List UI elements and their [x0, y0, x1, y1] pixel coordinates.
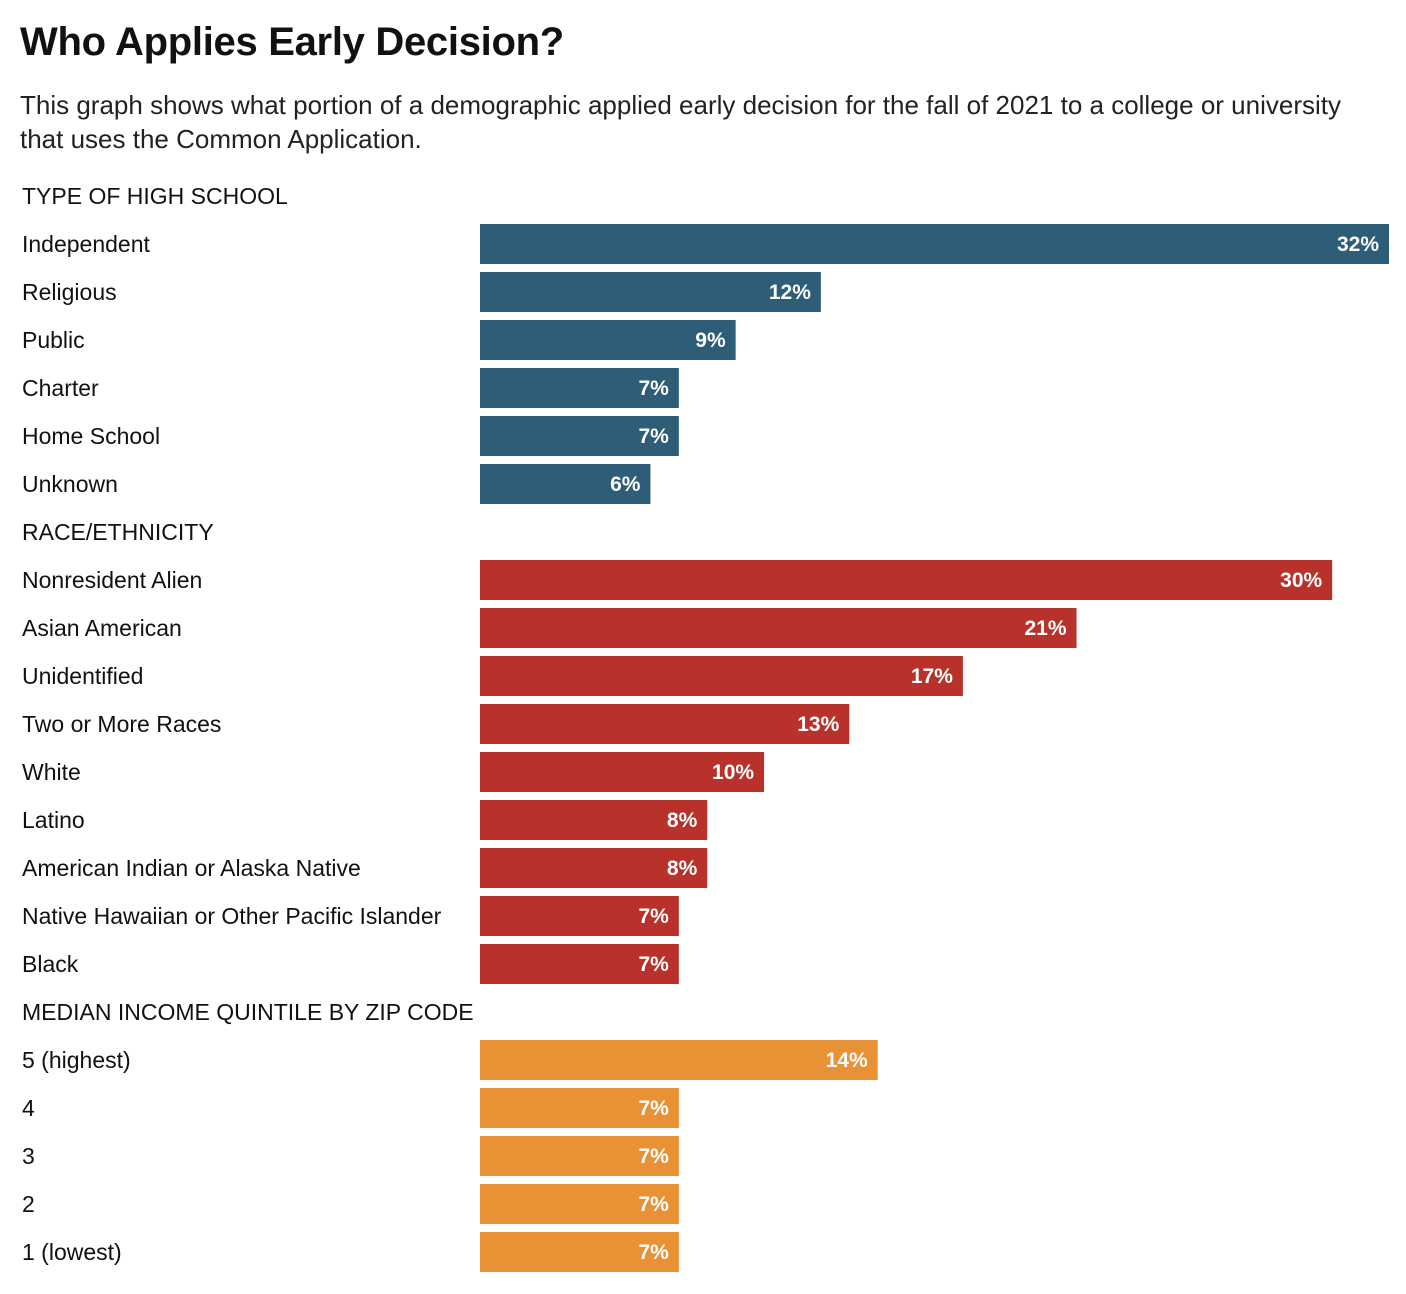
- bar: [480, 800, 708, 840]
- data-label: 7%: [638, 1241, 669, 1264]
- data-label: 7%: [638, 1145, 669, 1168]
- bar: [480, 320, 736, 360]
- bar: [480, 416, 679, 456]
- bar: [480, 1040, 878, 1080]
- category-label: Asian American: [22, 615, 182, 641]
- bar: [480, 848, 708, 888]
- bar: [480, 1136, 679, 1176]
- category-label: 4: [22, 1095, 35, 1121]
- data-label: 8%: [667, 809, 698, 832]
- category-label: Nonresident Alien: [22, 567, 202, 593]
- data-label: 17%: [911, 665, 953, 688]
- data-label: 12%: [769, 281, 811, 304]
- category-label: 1 (lowest): [22, 1239, 122, 1265]
- bar: [480, 1184, 679, 1224]
- bar: [480, 944, 679, 984]
- category-label: Religious: [22, 279, 117, 305]
- group-label: TYPE OF HIGH SCHOOL: [22, 183, 288, 209]
- category-label: Unknown: [22, 471, 118, 497]
- bar: [480, 704, 850, 744]
- bar: [480, 656, 963, 696]
- category-label: Latino: [22, 807, 85, 833]
- group-label: MEDIAN INCOME QUINTILE BY ZIP CODE: [22, 999, 474, 1025]
- data-label: 13%: [797, 713, 839, 736]
- category-label: 2: [22, 1191, 35, 1217]
- category-label: Native Hawaiian or Other Pacific Islande…: [22, 903, 442, 929]
- bar: [480, 752, 765, 792]
- category-label: Public: [22, 327, 85, 353]
- bar: [480, 896, 679, 936]
- data-label: 32%: [1337, 233, 1379, 256]
- data-label: 7%: [638, 1097, 669, 1120]
- bar: [480, 272, 821, 312]
- category-label: Unidentified: [22, 663, 143, 689]
- data-label: 7%: [638, 425, 669, 448]
- category-label: 3: [22, 1143, 35, 1169]
- bar: [480, 1088, 679, 1128]
- data-label: 8%: [667, 857, 698, 880]
- data-label: 21%: [1025, 617, 1067, 640]
- data-label: 7%: [638, 905, 669, 928]
- bar: [480, 1232, 679, 1272]
- data-label: 14%: [826, 1049, 868, 1072]
- category-label: Black: [22, 951, 79, 977]
- bar: [480, 368, 679, 408]
- category-label: Two or More Races: [22, 711, 221, 737]
- bar: [480, 224, 1389, 264]
- group-label: RACE/ETHNICITY: [22, 519, 214, 545]
- category-label: Home School: [22, 423, 160, 449]
- category-label: 5 (highest): [22, 1047, 131, 1073]
- bar: [480, 608, 1077, 648]
- chart-title: Who Applies Early Decision?: [20, 20, 564, 64]
- category-label: American Indian or Alaska Native: [22, 855, 361, 881]
- data-label: 7%: [638, 377, 669, 400]
- bar: [480, 464, 651, 504]
- bar: [480, 560, 1333, 600]
- data-label: 7%: [638, 1193, 669, 1216]
- category-label: Independent: [22, 231, 151, 257]
- category-label: Charter: [22, 375, 99, 401]
- data-label: 6%: [610, 473, 641, 496]
- data-label: 9%: [695, 329, 726, 352]
- data-label: 7%: [638, 953, 669, 976]
- category-label: White: [22, 759, 81, 785]
- data-label: 30%: [1280, 569, 1322, 592]
- data-label: 10%: [712, 761, 754, 784]
- chart-subtitle: This graph shows what portion of a demog…: [20, 90, 1341, 154]
